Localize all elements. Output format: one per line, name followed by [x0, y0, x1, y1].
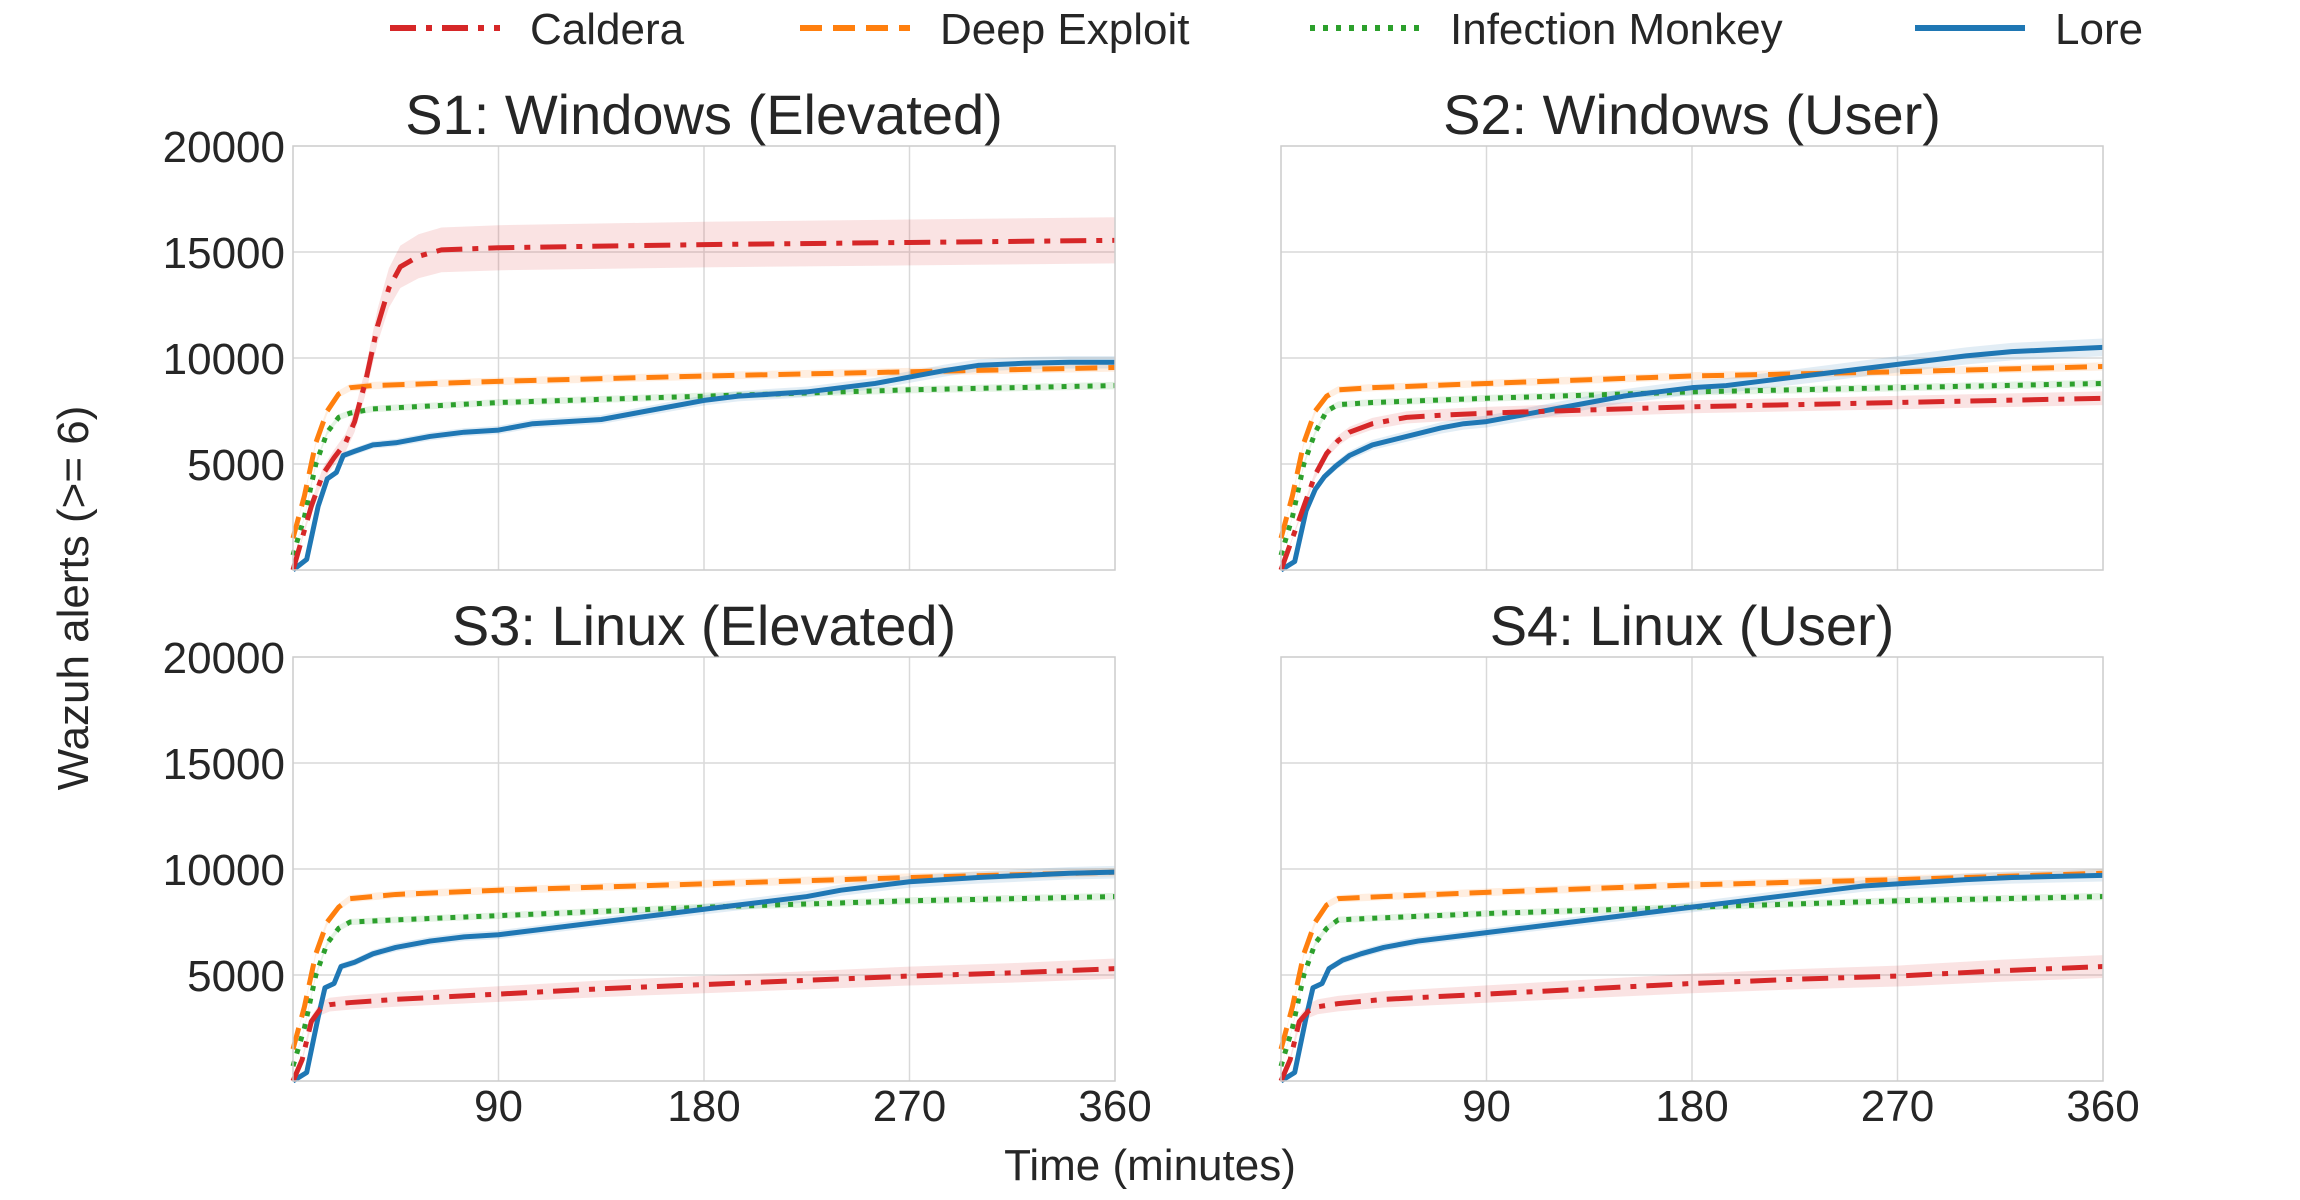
x-tick-label: 360	[1078, 1082, 1151, 1131]
legend-label-caldera: Caldera	[530, 5, 685, 54]
series-line-infection-monkey	[1278, 380, 2104, 556]
band-caldera	[293, 217, 1115, 570]
band-lore	[1281, 338, 2103, 570]
series-line-caldera	[1278, 964, 2104, 1082]
band-lore	[1281, 869, 2103, 1081]
subplot-title: S2: Windows (User)	[1443, 83, 1941, 146]
y-tick-label: 15000	[163, 229, 285, 278]
subplot-title: S1: Windows (Elevated)	[405, 83, 1003, 146]
plot-frame	[1280, 145, 2104, 571]
x-axis-label: Time (minutes)	[1004, 1141, 1296, 1190]
series-line-infection-monkey	[290, 894, 1116, 1067]
x-tick-label: 90	[474, 1082, 523, 1131]
series-line-infection-monkey	[1278, 894, 2104, 1067]
y-tick-label: 15000	[163, 740, 285, 789]
legend-item-deep-exploit: Deep Exploit	[800, 5, 1189, 54]
series-line-deep-exploit	[1278, 363, 2104, 539]
subplot-3: S3: Linux (Elevated) 5000 10000 15000 20000 9…	[163, 594, 1152, 1131]
series-line-caldera	[290, 966, 1116, 1082]
band-caldera	[1281, 955, 2103, 1081]
legend-label-deep-exploit: Deep Exploit	[940, 5, 1189, 54]
plot-frame	[1280, 656, 2104, 1082]
y-tick-label: 10000	[163, 846, 285, 895]
x-tick-label: 270	[873, 1082, 946, 1131]
series-line-infection-monkey	[290, 383, 1116, 556]
series-line-lore	[291, 359, 1115, 572]
plot-frame	[292, 145, 1116, 571]
series-line-deep-exploit	[1278, 870, 2104, 1050]
series-line-lore	[1279, 344, 2104, 573]
plot-frame	[292, 656, 1116, 1082]
y-tick-label: 10000	[163, 335, 285, 384]
y-tick-label: 5000	[187, 952, 285, 1001]
subplot-grid: S1: Windows (Elevated) 5000 10000 15000 2000…	[163, 83, 2140, 1131]
series-line-caldera	[290, 237, 1116, 571]
series-line-lore	[1279, 872, 2104, 1084]
subplot-title: S4: Linux (User)	[1490, 594, 1895, 657]
series-line-caldera	[1278, 395, 2104, 571]
band-caldera	[293, 958, 1115, 1081]
subplot-4: S4: Linux (User) 90 180 270 360	[1278, 594, 2140, 1131]
legend-item-caldera: Caldera	[390, 5, 685, 54]
legend: Caldera Deep Exploit Infection Monkey Lore	[390, 5, 2143, 54]
x-tick-label: 270	[1861, 1082, 1934, 1131]
x-tick-label: 180	[1655, 1082, 1728, 1131]
y-tick-label: 5000	[187, 441, 285, 490]
series-line-lore	[291, 869, 1116, 1084]
legend-item-lore: Lore	[1915, 5, 2143, 54]
subplot-title: S3: Linux (Elevated)	[452, 594, 956, 657]
legend-label-lore: Lore	[2055, 5, 2143, 54]
series-line-deep-exploit	[290, 365, 1116, 539]
x-tick-label: 180	[667, 1082, 740, 1131]
legend-label-infection-monkey: Infection Monkey	[1450, 5, 1783, 54]
subplot-2: S2: Windows (User)	[1278, 83, 2104, 573]
y-axis-label: Wazuh alerts (>= 6)	[49, 406, 98, 791]
legend-item-infection-monkey: Infection Monkey	[1310, 5, 1783, 54]
y-tick-label: 20000	[163, 123, 285, 172]
x-tick-label: 90	[1462, 1082, 1511, 1131]
series-line-deep-exploit	[290, 869, 1116, 1050]
subplot-1: S1: Windows (Elevated) 5000 10000 15000 2000…	[163, 83, 1116, 572]
x-tick-label: 360	[2066, 1082, 2139, 1131]
y-tick-label: 20000	[163, 634, 285, 683]
